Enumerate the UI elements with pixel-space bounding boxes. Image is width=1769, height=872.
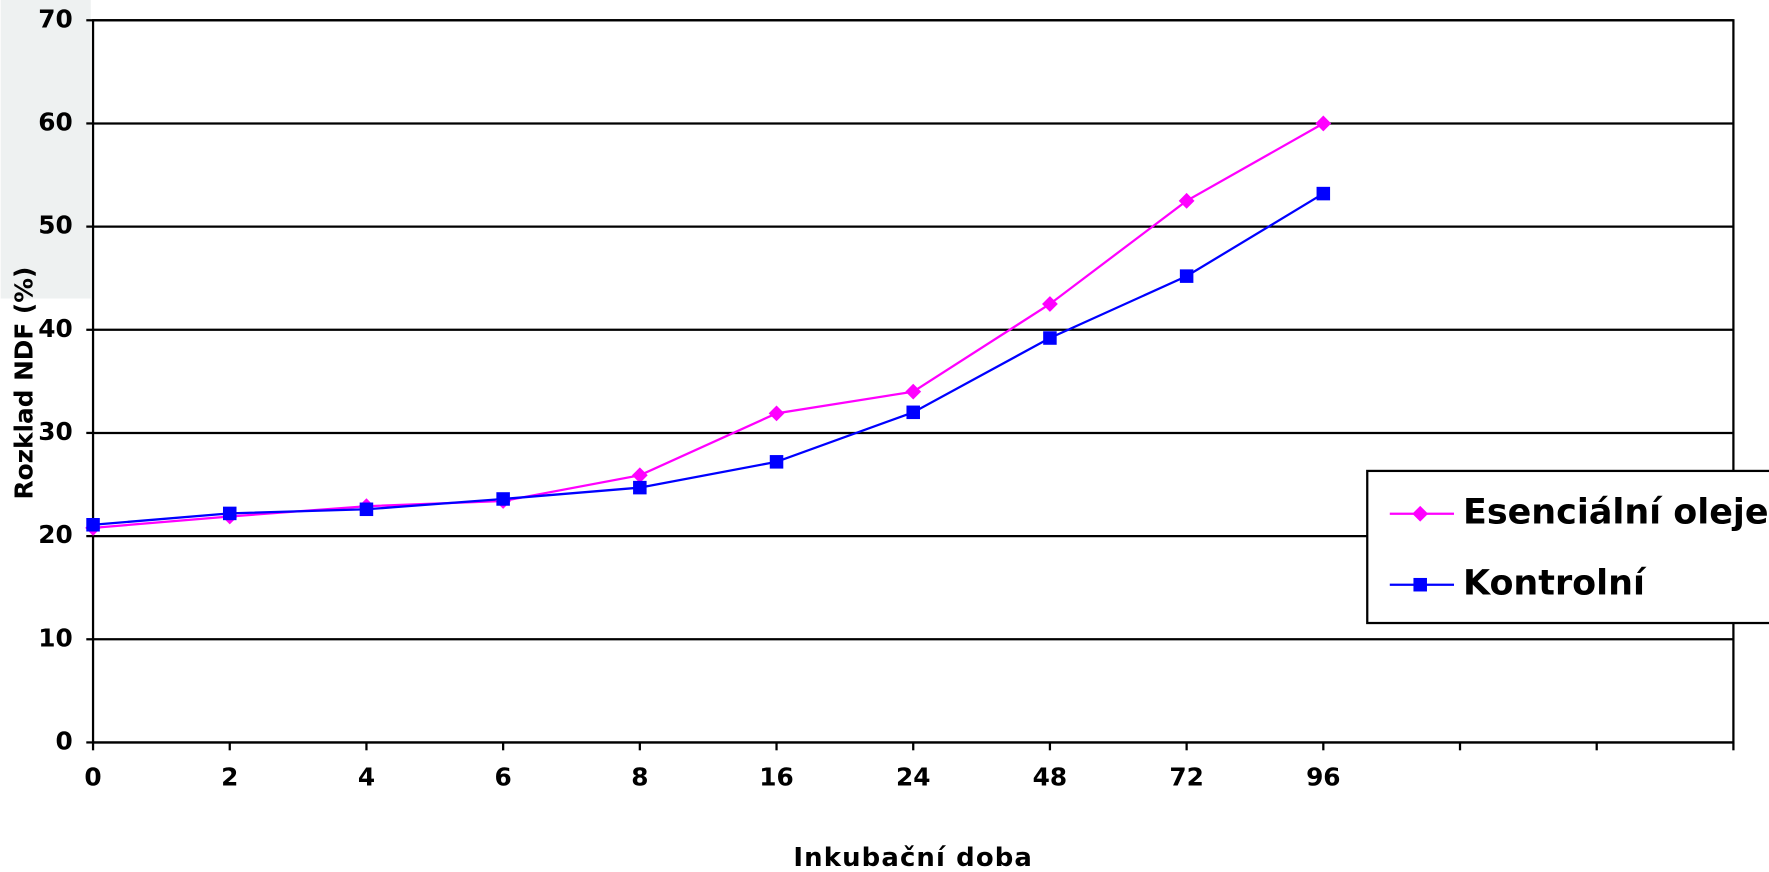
y-tick-label: 10 — [38, 623, 72, 652]
point — [496, 492, 510, 506]
x-tick-label: 6 — [495, 762, 512, 791]
point — [906, 405, 920, 420]
legend-marker — [1412, 505, 1429, 522]
x-axis-title: Inkubační doba — [793, 843, 1033, 872]
y-tick-label: 70 — [38, 4, 72, 33]
x-tick-label: 24 — [896, 762, 930, 791]
point — [359, 502, 374, 517]
x-tick-label: 48 — [1033, 762, 1067, 791]
y-tick-label: 30 — [38, 417, 72, 446]
point — [631, 467, 648, 484]
x-tick-label: 96 — [1306, 762, 1340, 791]
point — [222, 506, 237, 521]
point — [1179, 269, 1194, 283]
y-tick-label: 0 — [56, 726, 73, 755]
x-tick-label: 16 — [759, 762, 793, 791]
point — [769, 455, 784, 469]
point — [1315, 115, 1332, 132]
y-tick-label: 40 — [38, 314, 72, 343]
x-tick-label: 72 — [1169, 762, 1203, 791]
point — [1178, 192, 1195, 209]
legend-label: Kontrolní — [1463, 564, 1647, 604]
x-tick-label: 8 — [631, 762, 648, 791]
y-tick-label: 20 — [38, 520, 72, 549]
decoration — [0, 0, 91, 299]
x-tick-label: 4 — [358, 762, 375, 791]
x-tick-label: 2 — [221, 762, 238, 791]
y-axis-title: Rozklad NDF (%) — [9, 267, 38, 500]
legend-box — [1366, 469, 1769, 625]
y-tick-label: 60 — [38, 107, 72, 136]
legend-marker — [1413, 577, 1427, 592]
series-line — [92, 192, 1324, 526]
x-tick-label: 0 — [84, 762, 101, 791]
y-tick-label: 50 — [38, 211, 72, 240]
series-line — [92, 122, 1324, 529]
point — [1316, 186, 1331, 201]
plot-border — [91, 19, 1735, 744]
point — [1043, 331, 1057, 345]
legend-label: Esenciální oleje — [1463, 493, 1769, 533]
point — [905, 383, 922, 400]
point — [86, 517, 100, 532]
point — [768, 405, 785, 422]
point — [633, 480, 647, 495]
